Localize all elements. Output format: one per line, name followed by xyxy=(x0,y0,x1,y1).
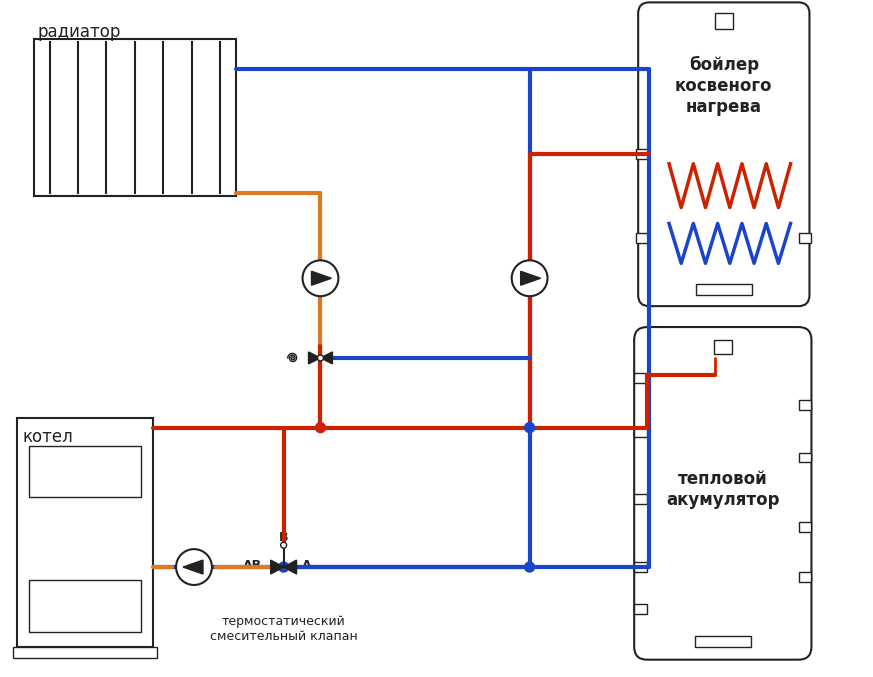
Bar xyxy=(714,340,732,354)
Bar xyxy=(13,647,157,657)
Circle shape xyxy=(525,422,534,433)
Bar xyxy=(636,234,650,244)
Circle shape xyxy=(318,355,324,361)
Bar xyxy=(634,494,647,504)
Bar xyxy=(634,604,647,614)
Polygon shape xyxy=(308,352,320,364)
Bar xyxy=(799,522,812,532)
Text: термостатический
смесительный клапан: термостатический смесительный клапан xyxy=(210,615,358,643)
Text: котел: котел xyxy=(23,428,73,445)
Bar xyxy=(634,427,647,437)
Bar xyxy=(799,452,812,462)
Bar xyxy=(636,149,650,158)
Circle shape xyxy=(512,261,547,296)
Bar xyxy=(799,399,812,410)
Circle shape xyxy=(303,261,339,296)
Polygon shape xyxy=(271,560,284,574)
Text: радиатор: радиатор xyxy=(38,23,121,41)
Polygon shape xyxy=(520,271,540,285)
Bar xyxy=(634,562,647,572)
Bar xyxy=(715,14,732,29)
Circle shape xyxy=(525,562,534,572)
Text: B: B xyxy=(278,531,288,544)
Text: AB: AB xyxy=(243,559,262,572)
FancyBboxPatch shape xyxy=(634,327,812,659)
Text: тепловой
акумулятор: тепловой акумулятор xyxy=(666,470,780,509)
Text: A: A xyxy=(301,559,311,572)
Polygon shape xyxy=(183,560,203,574)
Bar xyxy=(799,572,812,582)
Bar xyxy=(634,373,647,383)
Bar xyxy=(799,234,812,244)
Polygon shape xyxy=(312,271,332,285)
Text: бойлер
косвеного
нагрева: бойлер косвеного нагрева xyxy=(675,56,773,116)
Bar xyxy=(29,580,141,632)
Bar xyxy=(17,418,153,647)
Bar xyxy=(34,39,236,196)
Circle shape xyxy=(315,422,326,433)
Circle shape xyxy=(176,549,212,585)
Bar xyxy=(29,445,141,498)
Polygon shape xyxy=(320,352,333,364)
Bar xyxy=(696,284,752,295)
Circle shape xyxy=(278,562,289,572)
Polygon shape xyxy=(284,560,297,574)
Circle shape xyxy=(280,542,286,548)
FancyBboxPatch shape xyxy=(638,3,809,306)
Bar xyxy=(695,636,751,647)
